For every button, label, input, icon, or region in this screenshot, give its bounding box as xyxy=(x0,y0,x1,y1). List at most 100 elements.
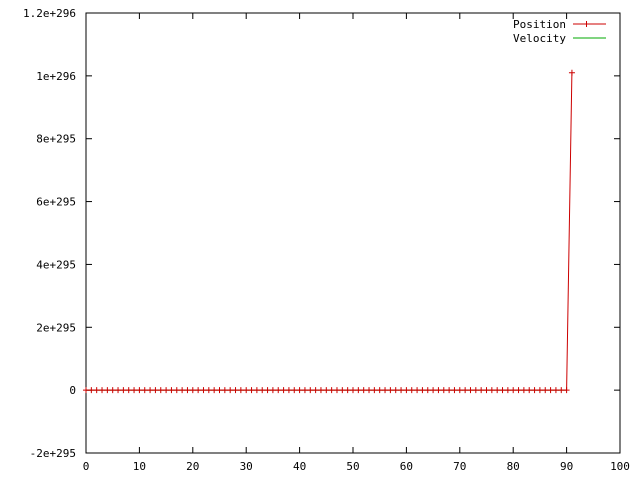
y-tick-label: 0 xyxy=(69,384,76,397)
legend-label-velocity: Velocity xyxy=(513,32,566,45)
y-tick-label: 8e+295 xyxy=(36,133,76,146)
data-point xyxy=(200,387,207,394)
plot-frame xyxy=(85,12,621,454)
x-tick-label: 20 xyxy=(186,460,199,473)
data-point xyxy=(430,387,437,394)
y-tick-label: -2e+295 xyxy=(30,447,76,460)
data-point xyxy=(376,387,383,394)
data-point xyxy=(333,387,340,394)
data-point xyxy=(168,387,175,394)
x-tick-label: 0 xyxy=(83,460,90,473)
data-point xyxy=(408,387,415,394)
x-tick-label: 60 xyxy=(400,460,413,473)
data-point xyxy=(275,387,282,394)
data-point xyxy=(216,387,223,394)
series-layer xyxy=(83,69,575,394)
data-point xyxy=(184,387,191,394)
y-axis: -2e+295 0 2e+295 4e+295 6e+295 8e+295 1e+296 1.… xyxy=(23,7,620,460)
data-point xyxy=(552,387,559,394)
x-axis: 0 10 20 30 40 50 60 70 80 90 100 xyxy=(83,13,630,473)
data-point xyxy=(221,387,228,394)
data-point xyxy=(542,387,549,394)
data-point xyxy=(536,387,543,394)
data-point xyxy=(99,387,106,394)
data-point xyxy=(120,387,127,394)
data-point xyxy=(456,387,463,394)
data-point xyxy=(494,387,501,394)
data-point xyxy=(291,387,298,394)
data-point xyxy=(301,387,308,394)
data-point xyxy=(392,387,399,394)
x-tick-label: 80 xyxy=(507,460,520,473)
data-point xyxy=(558,387,565,394)
data-point xyxy=(360,387,367,394)
data-point xyxy=(104,387,111,394)
data-point xyxy=(248,387,255,394)
data-point xyxy=(312,387,319,394)
data-point xyxy=(264,387,271,394)
data-point xyxy=(141,387,148,394)
data-point xyxy=(157,387,164,394)
x-tick-label: 90 xyxy=(560,460,573,473)
x-tick-label: 30 xyxy=(240,460,253,473)
data-point xyxy=(88,387,95,394)
data-point xyxy=(504,387,511,394)
y-tick-label: 1.2e+296 xyxy=(23,7,76,20)
data-point xyxy=(520,387,527,394)
data-point xyxy=(280,387,287,394)
data-point xyxy=(387,387,394,394)
data-point xyxy=(152,387,159,394)
data-point xyxy=(488,387,495,394)
data-point xyxy=(317,387,324,394)
series-line-position xyxy=(86,72,573,391)
data-point xyxy=(131,387,138,394)
data-point xyxy=(125,387,132,394)
data-point xyxy=(227,387,234,394)
data-point xyxy=(147,387,154,394)
x-tick-label: 10 xyxy=(133,460,146,473)
data-point xyxy=(371,387,378,394)
data-point xyxy=(344,387,351,394)
data-point xyxy=(269,387,276,394)
data-point xyxy=(451,387,458,394)
data-point xyxy=(83,387,89,394)
data-point xyxy=(424,387,431,394)
data-point xyxy=(446,387,453,394)
data-point xyxy=(115,387,122,394)
data-point xyxy=(483,387,490,394)
data-point xyxy=(403,387,410,394)
data-point xyxy=(93,387,100,394)
y-tick-label: 6e+295 xyxy=(36,196,76,209)
y-tick-label: 1e+296 xyxy=(36,70,76,83)
data-point xyxy=(232,387,239,394)
data-point xyxy=(328,387,335,394)
data-point xyxy=(440,387,447,394)
data-point xyxy=(109,387,116,394)
data-point xyxy=(510,387,517,394)
y-tick-label: 4e+295 xyxy=(36,258,76,271)
data-point xyxy=(366,387,373,394)
data-point xyxy=(253,387,260,394)
data-point xyxy=(350,387,356,394)
x-tick-label: 100 xyxy=(610,460,630,473)
data-point xyxy=(547,387,554,394)
data-point xyxy=(237,387,244,394)
data-point xyxy=(173,387,180,394)
data-point xyxy=(414,387,421,394)
data-point xyxy=(563,387,570,394)
data-point xyxy=(355,387,362,394)
data-point xyxy=(136,387,143,394)
y-tick-label: 2e+295 xyxy=(36,321,76,334)
x-tick-label: 70 xyxy=(453,460,466,473)
data-point xyxy=(467,387,474,394)
data-point xyxy=(285,387,292,394)
data-point xyxy=(472,387,479,394)
data-point xyxy=(205,387,212,394)
data-point xyxy=(243,387,250,394)
plot-border xyxy=(85,12,621,454)
data-point xyxy=(296,387,303,394)
data-point xyxy=(382,387,389,394)
x-tick-label: 40 xyxy=(293,460,306,473)
